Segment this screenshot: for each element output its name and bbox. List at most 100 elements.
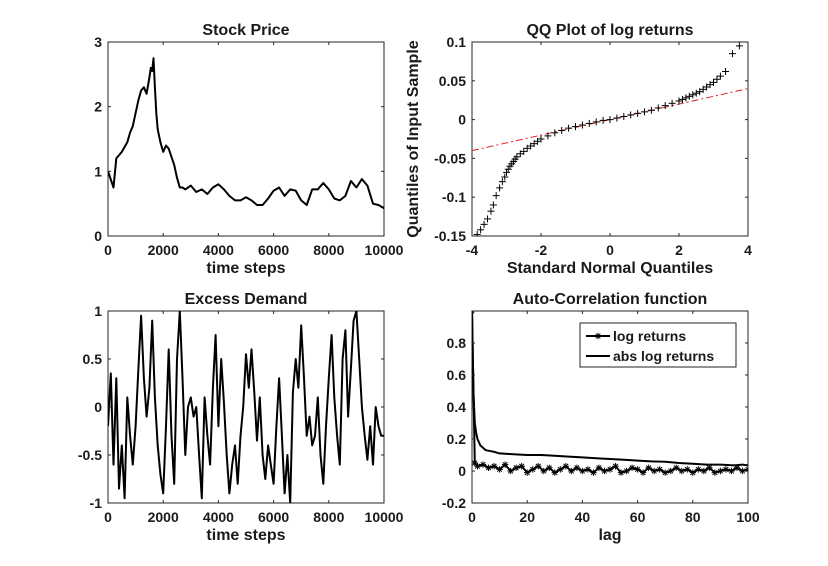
- stock-xlabel: time steps: [206, 260, 285, 277]
- qq-point: [498, 178, 506, 186]
- acf-point: [595, 464, 603, 471]
- demand-xtick-label: 10000: [365, 509, 404, 525]
- qq-point: [572, 123, 579, 131]
- acf-point: [700, 467, 708, 475]
- demand-ytick-label: 0.5: [83, 351, 103, 367]
- stock-xtick-label: 2000: [148, 242, 179, 258]
- demand-ytick-label: -0.5: [78, 447, 102, 463]
- qq-point: [489, 201, 497, 209]
- qq-point: [661, 102, 669, 110]
- qq-point: [678, 95, 686, 103]
- acf-point: [601, 467, 608, 475]
- stock-xtick-label: 8000: [313, 242, 344, 258]
- acf-xtick-label: 40: [575, 509, 591, 525]
- qq-chart: -4 -2 0 2 4 -0.15 -0.1 -0.05 0 0.05 0.1 QQ Plot of …: [405, 22, 752, 277]
- qq-ylabel: Quantiles of Input Sample: [405, 40, 422, 237]
- qq-point: [537, 135, 545, 143]
- qq-point: [480, 220, 488, 228]
- qq-point: [710, 78, 717, 86]
- qq-point: [599, 116, 607, 124]
- qq-xtick-label: 2: [675, 242, 683, 258]
- qq-xtick-label: -2: [535, 242, 548, 258]
- acf-point: [557, 466, 564, 473]
- qq-point: [578, 121, 586, 129]
- acf-point: [606, 466, 614, 473]
- acf-point: [684, 466, 691, 473]
- qq-point: [503, 168, 510, 176]
- acf-ytick-label: 0.8: [447, 335, 467, 351]
- stock-chart: 0 2000 4000 6000 8000 10000 0 1 2 3 Stock Price tim…: [94, 22, 403, 277]
- qq-point: [689, 91, 697, 99]
- acf-point: [546, 464, 553, 471]
- qq-point: [592, 118, 600, 126]
- qq-point: [668, 99, 676, 107]
- acf-point: [501, 461, 509, 468]
- acf-xtick-label: 0: [468, 509, 476, 525]
- acf-point: [573, 464, 581, 471]
- acf-point: [568, 467, 575, 475]
- acf-legend-marker-0: [594, 332, 602, 340]
- acf-xlabel: lag: [598, 527, 621, 544]
- acf-point: [717, 467, 724, 475]
- qq-point: [504, 165, 512, 173]
- stock-ytick-label: 3: [94, 34, 102, 50]
- qq-point: [692, 89, 700, 97]
- qq-point: [654, 104, 662, 112]
- acf-series-line-1: [472, 311, 748, 467]
- acf-point: [722, 466, 730, 473]
- acf-point: [623, 467, 630, 475]
- acf-point: [612, 463, 619, 470]
- qq-point: [496, 184, 504, 192]
- qq-xtick-label: -4: [466, 242, 479, 258]
- acf-point: [645, 464, 652, 471]
- acf-plot-area: [472, 311, 748, 476]
- qq-point: [484, 215, 492, 223]
- stock-plot-area: [108, 57, 384, 210]
- qq-point: [520, 147, 528, 155]
- acf-point: [673, 464, 680, 471]
- acf-point: [479, 461, 487, 468]
- acf-ytick-label: -0.2: [442, 495, 466, 511]
- stock-xtick-label: 4000: [203, 242, 234, 258]
- stock-ytick-label: 1: [94, 163, 102, 179]
- acf-point: [667, 467, 674, 475]
- acf-xtick-label: 20: [519, 509, 535, 525]
- qq-point: [492, 192, 500, 200]
- acf-point: [507, 467, 514, 475]
- qq-point: [713, 75, 721, 83]
- stock-ytick-label: 2: [94, 99, 102, 115]
- qq-point: [627, 111, 635, 119]
- acf-point: [695, 466, 702, 473]
- acf-point: [739, 467, 746, 475]
- demand-title: Excess Demand: [185, 291, 308, 308]
- qq-point: [647, 106, 655, 114]
- acf-point: [639, 469, 647, 476]
- qq-point: [585, 119, 593, 127]
- qq-point: [613, 114, 621, 122]
- acf-point: [590, 469, 597, 476]
- acf-point: [490, 463, 498, 470]
- acf-xtick-label: 60: [630, 509, 646, 525]
- acf-point: [650, 467, 658, 475]
- qq-point: [487, 207, 495, 215]
- qq-title: QQ Plot of log returns: [526, 22, 693, 39]
- acf-legend-label-1: abs log returns: [613, 348, 714, 364]
- acf-point: [529, 466, 536, 473]
- qq-ytick-label: 0.05: [439, 73, 466, 89]
- acf-point: [689, 469, 696, 476]
- qq-xtick-label: 4: [744, 242, 752, 258]
- qq-point: [675, 97, 683, 105]
- acf-xtick-label: 100: [736, 509, 760, 525]
- qq-xtick-label: 0: [606, 242, 614, 258]
- demand-xlabel: time steps: [206, 527, 285, 544]
- qq-plot-area: [472, 42, 748, 236]
- acf-point: [551, 469, 558, 476]
- acf-point: [518, 463, 525, 470]
- stock-xtick-label: 10000: [365, 242, 404, 258]
- acf-point: [744, 466, 748, 473]
- qq-point: [685, 92, 693, 100]
- acf-ytick-label: 0: [458, 463, 466, 479]
- acf-legend-label-0: log returns: [613, 328, 686, 344]
- acf-ytick-label: 0.6: [447, 367, 467, 383]
